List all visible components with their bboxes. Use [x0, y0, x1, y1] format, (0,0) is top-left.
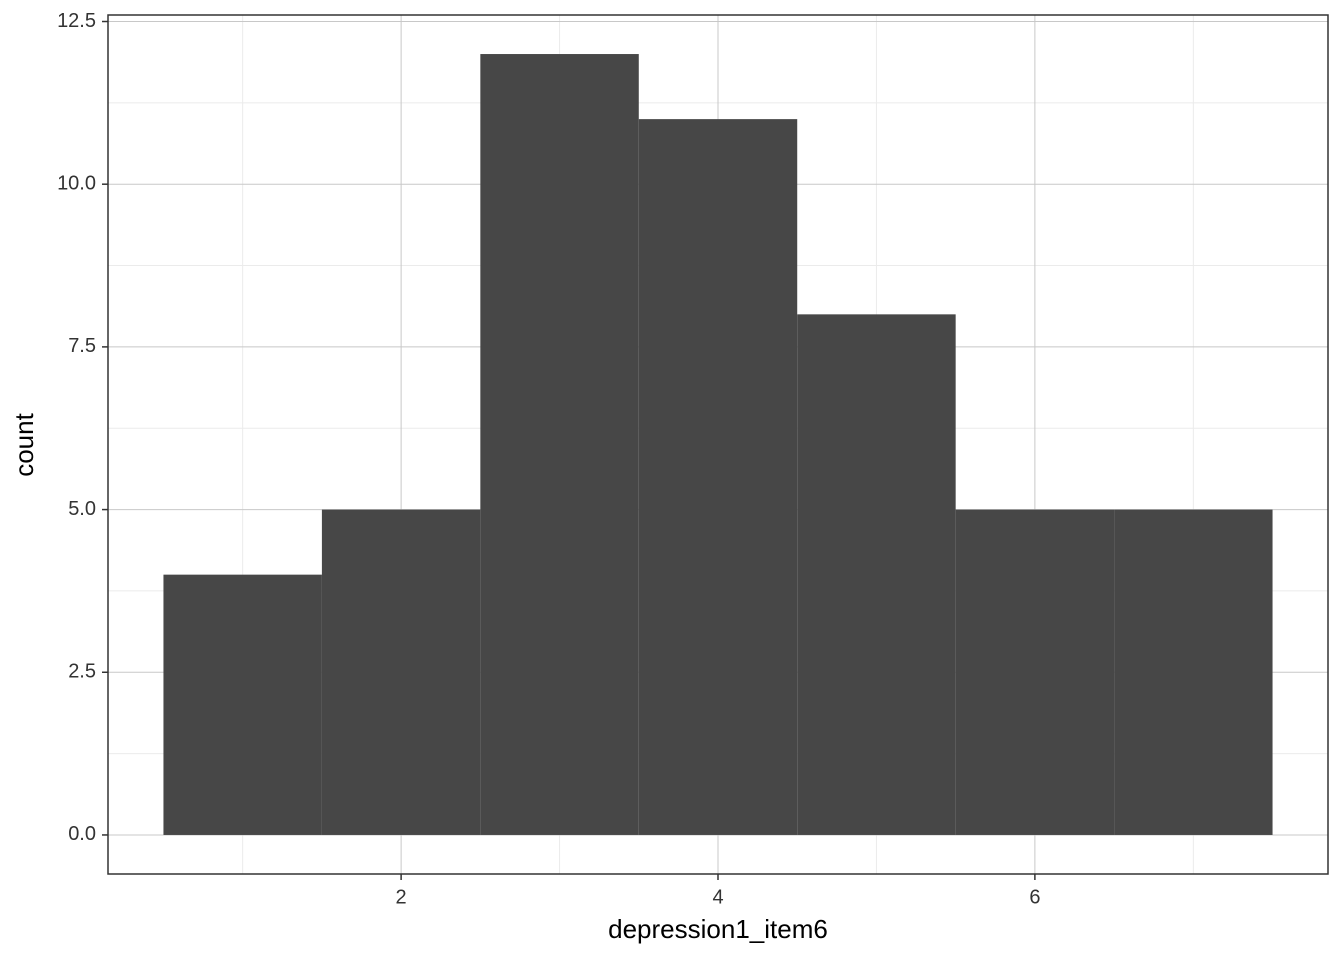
y-tick-label: 0.0 — [68, 823, 96, 845]
bar — [163, 574, 322, 835]
bar — [1114, 509, 1273, 835]
x-tick-label: 2 — [396, 886, 407, 908]
y-tick-label: 10.0 — [57, 172, 96, 194]
y-tick-label: 2.5 — [68, 661, 96, 683]
x-axis-title: depression1_item6 — [608, 914, 828, 944]
bar — [321, 509, 481, 835]
bar — [480, 54, 639, 835]
bar — [797, 314, 956, 835]
y-tick-label: 5.0 — [68, 498, 96, 520]
bar — [955, 509, 1115, 835]
x-tick-label: 6 — [1029, 886, 1040, 908]
bar — [638, 119, 798, 835]
y-tick-label: 12.5 — [57, 10, 96, 32]
x-tick-label: 4 — [712, 886, 723, 908]
bars — [163, 54, 1273, 835]
y-axis-title: count — [9, 412, 39, 476]
y-tick-label: 7.5 — [68, 335, 96, 357]
